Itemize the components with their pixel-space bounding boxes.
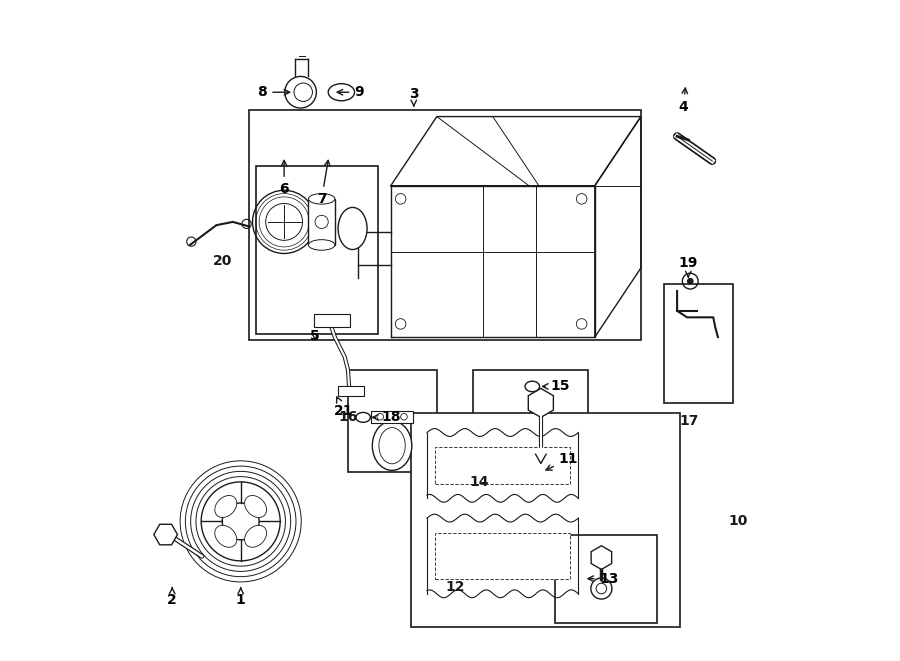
Bar: [256, 166, 378, 334]
Bar: [555, 535, 657, 623]
Ellipse shape: [373, 421, 412, 471]
Ellipse shape: [328, 84, 355, 100]
Bar: [410, 412, 680, 627]
Bar: [435, 533, 571, 579]
Text: 21: 21: [334, 397, 353, 418]
Text: 3: 3: [409, 87, 419, 106]
Text: 13: 13: [588, 572, 619, 586]
Bar: [348, 370, 436, 472]
Text: 18: 18: [373, 410, 400, 424]
Bar: [249, 110, 641, 340]
Text: 16: 16: [338, 410, 357, 424]
Text: 20: 20: [213, 254, 232, 268]
Text: 2: 2: [167, 588, 177, 607]
Ellipse shape: [284, 77, 317, 108]
Ellipse shape: [294, 83, 312, 101]
Text: 8: 8: [257, 85, 290, 99]
Bar: [309, 199, 335, 245]
Bar: [435, 447, 571, 484]
Text: 12: 12: [446, 580, 465, 594]
Text: 17: 17: [680, 414, 698, 428]
Ellipse shape: [379, 428, 405, 464]
Bar: [371, 410, 413, 422]
Ellipse shape: [309, 240, 335, 251]
Text: 9: 9: [338, 85, 364, 99]
Ellipse shape: [356, 412, 371, 422]
Text: 4: 4: [679, 88, 688, 114]
Ellipse shape: [215, 496, 237, 518]
Text: 1: 1: [236, 588, 246, 607]
Ellipse shape: [245, 496, 266, 518]
Ellipse shape: [338, 208, 367, 250]
Text: 7: 7: [317, 161, 330, 206]
Bar: [338, 387, 364, 397]
Text: 19: 19: [679, 256, 698, 277]
Bar: [473, 370, 589, 472]
Ellipse shape: [215, 525, 237, 547]
Circle shape: [688, 278, 693, 284]
Ellipse shape: [309, 194, 335, 204]
Text: 11: 11: [546, 452, 578, 470]
Text: 10: 10: [729, 514, 748, 528]
Bar: [314, 314, 350, 327]
Text: 6: 6: [279, 161, 289, 196]
Bar: [664, 284, 733, 403]
Text: 14: 14: [470, 475, 490, 489]
Ellipse shape: [525, 381, 539, 392]
Ellipse shape: [245, 525, 266, 547]
Text: 5: 5: [310, 329, 320, 343]
Text: 15: 15: [543, 379, 571, 393]
